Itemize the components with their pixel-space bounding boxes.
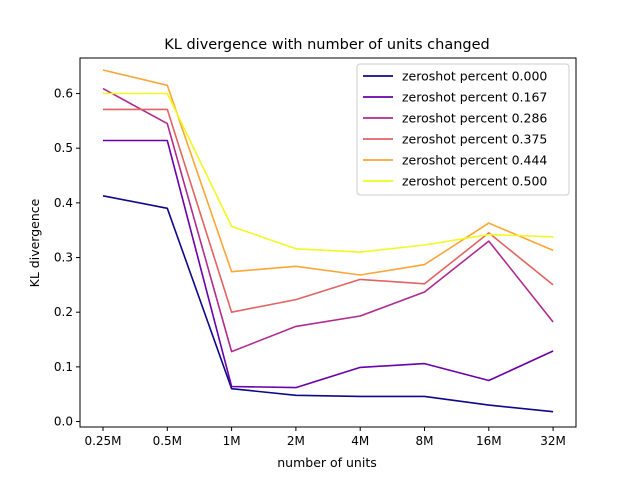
y-tick-label: 0.5 [54, 141, 73, 155]
series-line-2 [102, 87, 554, 353]
series-line-1 [103, 139, 554, 389]
y-tick-label: 0.1 [54, 360, 73, 374]
plot-lines [102, 69, 554, 413]
x-tick-label: 2M [287, 434, 305, 448]
legend-label-0: zeroshot percent 0.000 [402, 69, 547, 84]
legend-label-2: zeroshot percent 0.286 [402, 111, 547, 126]
x-tick-label: 4M [351, 434, 369, 448]
plot-frame [79, 57, 577, 428]
series-line-0 [102, 195, 554, 413]
y-tick-label: 0.0 [54, 415, 73, 429]
legend-label-5: zeroshot percent 0.500 [402, 174, 547, 189]
y-tick-label: 0.6 [54, 87, 73, 101]
y-axis-label: KL divergence [27, 198, 42, 287]
series-line-5 [103, 92, 554, 253]
chart-title: KL divergence with number of units chang… [164, 37, 489, 53]
x-tick-label: 32M [540, 434, 566, 448]
legend-label-3: zeroshot percent 0.375 [402, 132, 547, 147]
y-tick-label: 0.2 [54, 305, 73, 319]
legend-box [356, 63, 570, 196]
y-tick-label: 0.3 [54, 251, 73, 265]
x-axis-label: number of units [277, 455, 377, 470]
legend-label-1: zeroshot percent 0.167 [402, 90, 547, 105]
x-tick-label: 0.25M [84, 434, 121, 448]
x-axis: 0.25M 0.5M 1M 2M 4M 8M 16M 32M [84, 427, 566, 448]
x-tick-label: 8M [416, 434, 434, 448]
x-tick-label: 1M [223, 434, 241, 448]
series-line-3 [103, 108, 554, 314]
x-tick-label: 16M [476, 434, 502, 448]
legend: zeroshot percent 0.000 zeroshot percent 0… [356, 63, 570, 196]
legend-label-4: zeroshot percent 0.444 [402, 153, 547, 168]
y-axis: 0.0 0.1 0.2 0.3 0.4 0.5 0.6 [54, 87, 80, 429]
x-tick-label: 0.5M [153, 434, 182, 448]
y-tick-label: 0.4 [54, 196, 73, 210]
